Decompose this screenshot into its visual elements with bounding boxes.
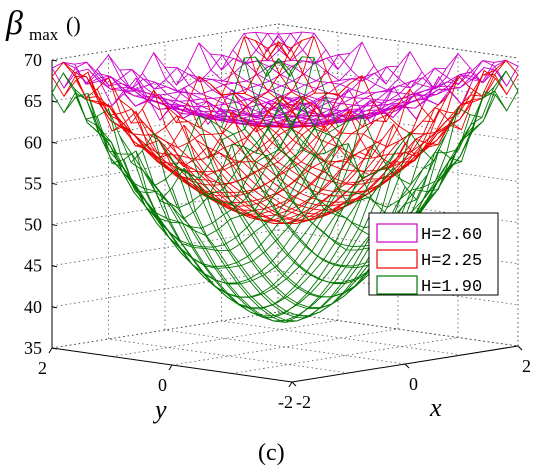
z-tick-mark (51, 224, 58, 227)
mesh-line (135, 42, 363, 117)
legend-label: H=1.90 (421, 278, 482, 297)
z-tick-label: 65 (24, 91, 42, 111)
z-tick-mark (51, 347, 58, 350)
y-tick-label: -2 (278, 392, 293, 412)
mesh-line (111, 126, 339, 267)
z-tick-mark (51, 306, 58, 309)
mesh-line (99, 69, 327, 173)
grid-line-z (51, 311, 519, 349)
z-tick-label: 55 (24, 173, 42, 193)
mesh-line (147, 65, 375, 121)
mesh-line (232, 96, 474, 248)
grid-line-floor-x (108, 338, 349, 374)
x-tick-mark (404, 363, 410, 369)
mesh-line (221, 127, 462, 267)
mesh-line (198, 76, 440, 207)
z-axis-unit: () (66, 12, 81, 37)
mesh-line (147, 143, 375, 310)
figure-caption: (c) (258, 440, 285, 466)
z-tick-mark (51, 59, 58, 62)
y-tick-label: 0 (158, 375, 167, 395)
x-axis-label: x (429, 393, 442, 422)
mesh-line (99, 96, 327, 248)
mesh-line (63, 32, 291, 90)
mesh-line (187, 66, 428, 121)
mesh-line (171, 147, 399, 323)
legend: H=2.60 H=2.25 H=1.90 (368, 212, 499, 297)
mesh-line (63, 41, 291, 136)
mesh-line (266, 57, 508, 186)
mesh-line (51, 56, 279, 167)
legend-swatch (376, 223, 418, 243)
y-tick-mark (168, 364, 173, 371)
mesh-line (147, 101, 375, 215)
mesh-line (123, 119, 351, 284)
x-tick-mark (517, 345, 523, 351)
mesh-line (63, 57, 291, 187)
z-tick-mark (51, 100, 58, 103)
grid-line-floor-x (164, 329, 406, 365)
mesh-line (198, 42, 440, 117)
z-tick-label: 50 (24, 215, 42, 235)
mesh-line (51, 36, 279, 124)
mesh-line (255, 40, 496, 148)
mesh-line (135, 114, 363, 298)
x-tick-mark (291, 381, 297, 387)
z-tick-label: 40 (24, 297, 42, 317)
x-tick-label: -2 (296, 392, 311, 412)
mesh-line (221, 57, 462, 107)
mesh-line (159, 164, 387, 318)
z-tick-label: 45 (24, 256, 42, 276)
mesh-line (87, 57, 315, 229)
grid-line-floor-y (171, 328, 399, 366)
grid-line-floor-y (111, 320, 339, 357)
z-axis-symbol: β (5, 5, 23, 42)
mesh-line (232, 69, 473, 172)
z-tick-label: 60 (24, 132, 42, 152)
mesh-line (209, 83, 451, 197)
mesh-line (266, 32, 508, 89)
mesh-line (243, 57, 485, 229)
z-axis-label: β max () (5, 5, 81, 44)
z-tick-mark (51, 182, 58, 185)
mesh-line (111, 92, 339, 186)
mesh-line (75, 40, 303, 149)
mesh-line (75, 31, 303, 92)
z-tick-label: 70 (24, 50, 42, 70)
y-tick-label: 2 (38, 358, 47, 378)
mesh-line (266, 41, 508, 135)
y-axis-label: y (152, 395, 167, 424)
mesh-line (187, 102, 428, 215)
z-tick-label: 35 (24, 338, 42, 358)
x-tick-label: 2 (522, 356, 531, 376)
legend-swatch (376, 249, 418, 269)
mesh-line (277, 56, 519, 166)
y-tick-mark (48, 347, 53, 354)
mesh-line (51, 31, 279, 91)
z-tick-mark (51, 141, 58, 144)
mesh-line (87, 36, 315, 161)
legend-label: H=2.25 (421, 252, 482, 271)
mesh-line (277, 31, 519, 90)
axes-layer: 35 40 45 50 55 60 65 70 2 0 -2 -2 0 2 (24, 50, 531, 412)
z-tick-mark (51, 265, 58, 268)
grid-line-floor-y (231, 337, 459, 374)
z-axis-subscript: max (29, 25, 59, 44)
mesh-line (255, 56, 496, 208)
mesh-line (153, 133, 395, 322)
mesh-line (255, 31, 496, 91)
mesh-line (175, 73, 417, 124)
mesh-line (277, 35, 519, 123)
x-tick-label: 0 (409, 374, 418, 394)
mesh-line (232, 49, 473, 101)
y-tick-mark (288, 381, 293, 388)
legend-swatch (376, 275, 418, 295)
legend-label: H=2.60 (421, 226, 482, 245)
mesh-line (176, 121, 417, 221)
mesh-line (243, 36, 485, 160)
